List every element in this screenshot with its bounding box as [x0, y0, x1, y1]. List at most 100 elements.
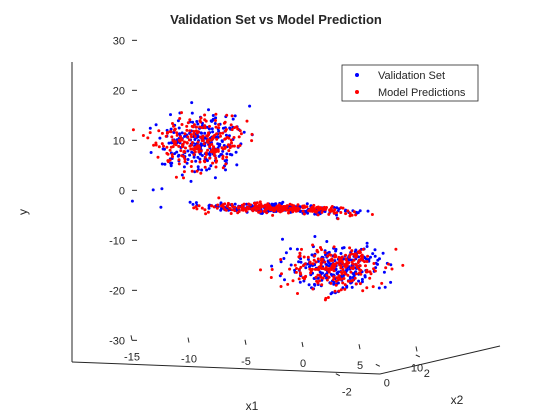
prediction-point — [372, 262, 376, 265]
prediction-point — [220, 204, 223, 208]
prediction-point — [180, 123, 184, 126]
prediction-point — [364, 264, 367, 268]
prediction-point — [203, 124, 207, 128]
prediction-point — [329, 259, 333, 262]
prediction-point — [359, 268, 363, 272]
prediction-point — [357, 250, 361, 254]
validation-point — [220, 140, 224, 143]
prediction-point — [162, 144, 165, 148]
prediction-point — [270, 268, 274, 271]
validation-point — [160, 162, 164, 166]
validation-point — [366, 209, 370, 213]
validation-point — [335, 213, 338, 217]
validation-point — [161, 147, 165, 151]
prediction-point — [265, 211, 269, 215]
prediction-point — [270, 208, 274, 211]
prediction-point — [285, 208, 289, 212]
prediction-point — [211, 161, 215, 165]
prediction-point — [316, 208, 320, 212]
prediction-point — [202, 142, 206, 146]
prediction-point — [250, 139, 254, 143]
validation-point — [160, 187, 164, 191]
prediction-point — [194, 129, 198, 133]
prediction-point — [206, 138, 210, 142]
prediction-point — [278, 210, 282, 214]
x1-tick-label: 5 — [357, 360, 363, 372]
prediction-point — [279, 258, 283, 261]
prediction-point — [321, 276, 325, 280]
validation-point — [196, 122, 200, 126]
prediction-point — [236, 144, 240, 148]
validation-point — [191, 202, 195, 206]
prediction-point — [297, 267, 301, 271]
prediction-point — [204, 212, 208, 216]
prediction-point — [141, 134, 145, 137]
validation-point — [186, 158, 190, 161]
validation-point — [205, 168, 209, 172]
prediction-point — [195, 125, 198, 129]
prediction-point — [327, 212, 331, 216]
validation-point — [283, 278, 286, 282]
prediction-point — [354, 213, 358, 217]
validation-point — [198, 157, 202, 161]
legend-box — [341, 64, 479, 102]
prediction-point — [186, 121, 190, 125]
validation-point — [195, 120, 199, 123]
validation-point — [210, 127, 214, 131]
prediction-point — [335, 276, 339, 280]
x2-tick-label: 2 — [424, 368, 430, 380]
prediction-point — [351, 262, 355, 266]
prediction-point — [214, 125, 218, 129]
prediction-point — [323, 251, 327, 254]
x1-tick-mark — [130, 335, 133, 341]
prediction-point — [354, 272, 358, 276]
prediction-point — [294, 209, 298, 213]
prediction-point — [296, 292, 299, 295]
validation-point — [329, 292, 333, 296]
prediction-point — [287, 211, 290, 215]
prediction-point — [240, 206, 244, 209]
prediction-point — [303, 262, 307, 266]
prediction-point — [224, 145, 227, 149]
prediction-point — [200, 206, 204, 210]
prediction-point — [248, 203, 252, 207]
legend-label-validation-set: Validation Set — [378, 70, 445, 82]
prediction-point — [214, 156, 218, 160]
validation-point — [382, 270, 386, 274]
prediction-point — [301, 209, 305, 213]
validation-point — [313, 235, 317, 238]
x1-tick-label: 0 — [300, 358, 306, 370]
validation-point — [173, 152, 177, 156]
prediction-point — [276, 205, 280, 209]
validation-point — [163, 162, 167, 166]
prediction-point — [227, 143, 230, 147]
validation-point — [191, 120, 195, 124]
prediction-point — [183, 132, 187, 136]
prediction-point — [323, 260, 327, 264]
prediction-point — [179, 149, 183, 153]
validation-point — [341, 246, 344, 250]
validation-point — [364, 257, 368, 261]
validation-point — [233, 202, 237, 206]
validation-point — [194, 201, 198, 205]
prediction-point — [290, 203, 294, 207]
prediction-point — [311, 262, 315, 266]
prediction-point — [197, 145, 201, 149]
prediction-point — [156, 155, 160, 159]
x2-tick-mark — [415, 354, 421, 358]
prediction-point — [205, 153, 208, 156]
validation-point — [360, 280, 364, 284]
prediction-point — [192, 153, 196, 157]
prediction-point — [209, 150, 213, 154]
validation-point — [170, 161, 174, 165]
prediction-point — [216, 203, 220, 207]
prediction-point — [224, 128, 228, 131]
prediction-point — [332, 275, 336, 279]
validation-point — [365, 245, 369, 248]
prediction-point — [274, 207, 278, 211]
validation-point — [206, 159, 209, 163]
validation-point — [377, 286, 381, 290]
prediction-point — [193, 134, 197, 138]
prediction-point — [230, 141, 233, 145]
validation-point — [200, 168, 204, 172]
